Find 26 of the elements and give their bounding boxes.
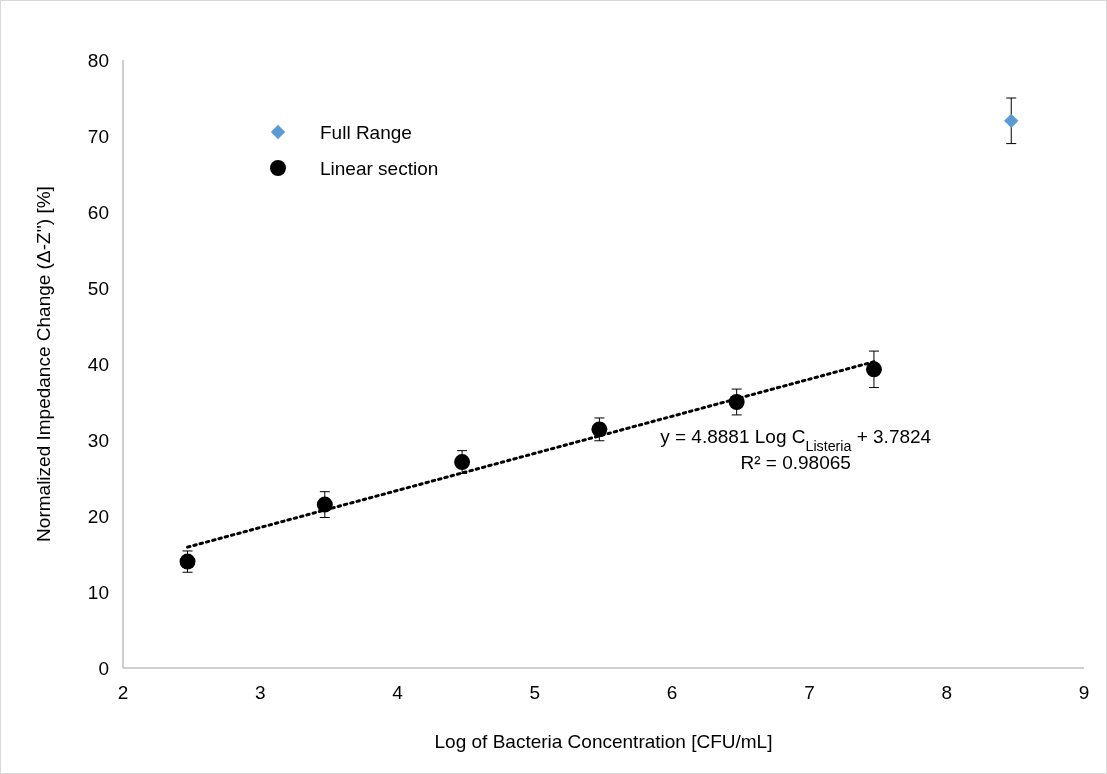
x-tick-label: 6 <box>666 682 678 703</box>
y-tick-label: 50 <box>87 277 109 299</box>
point <box>865 361 882 378</box>
x-tick-label: 2 <box>117 682 129 703</box>
x-tick-label: 4 <box>392 682 404 703</box>
x-tick-label: 9 <box>1078 682 1090 703</box>
x-tick-label: 5 <box>529 682 541 703</box>
y-tick-label: 0 <box>98 657 109 679</box>
x-tick-label: 7 <box>804 682 815 703</box>
point <box>454 454 471 470</box>
y-tick-label: 60 <box>87 201 109 223</box>
legend-label: Linear section <box>320 157 439 179</box>
y-tick-label: 10 <box>87 581 109 603</box>
point <box>1004 113 1019 128</box>
y-tick-label: 40 <box>87 353 109 375</box>
y-tick-label: 80 <box>87 49 109 71</box>
x-tick-label: 3 <box>255 682 266 703</box>
y-tick-label: 70 <box>87 125 109 147</box>
y-tick-label: 20 <box>87 505 109 527</box>
x-tick-label: 8 <box>941 682 952 703</box>
legend-label: Full Range <box>320 121 412 143</box>
y-tick-label: 30 <box>87 429 109 451</box>
x-axis-title: Log of Bacteria Concentration [CFU/mL] <box>434 731 773 752</box>
annotation: R² = 0.98065 <box>740 452 851 474</box>
y-axis-title: Normalized Impedance Change (Δ-Z'') [%] <box>33 186 54 542</box>
annotation: y = 4.8881 Log C$_{Listeria}$ + 3.7824 <box>660 426 932 455</box>
